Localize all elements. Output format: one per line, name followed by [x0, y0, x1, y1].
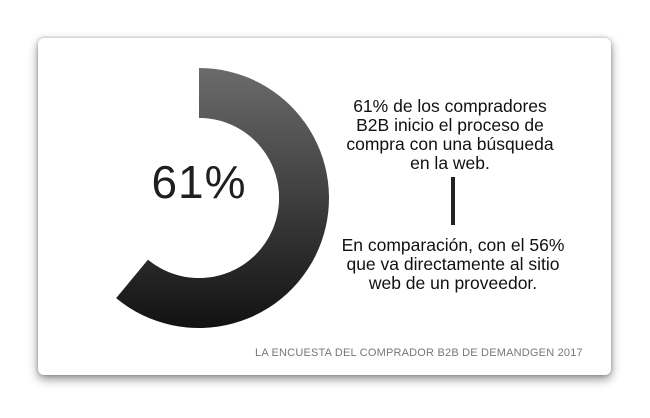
primary-line: compra con una búsqueda	[346, 134, 554, 154]
comparison-line: que va directamente al sitio	[346, 254, 560, 274]
primary-line: B2B inicio el proceso de	[356, 115, 544, 135]
primary-statement: 61% de los compradores B2B inicio el pro…	[330, 97, 570, 173]
donut-arc-61	[116, 68, 329, 328]
primary-line: en la web.	[410, 153, 490, 173]
vertical-divider	[451, 177, 455, 225]
source-footer: LA ENCUESTA DEL COMPRADOR B2B DE DEMANDG…	[255, 347, 583, 359]
center-percentage: 61%	[151, 156, 247, 208]
donut-hole	[119, 118, 279, 278]
comparison-line: web de un proveedor.	[368, 273, 538, 293]
comparison-statement: En comparación, con el 56% que va direct…	[328, 236, 578, 293]
comparison-line: En comparación, con el 56%	[341, 235, 565, 255]
primary-line: 61% de los compradores	[353, 96, 547, 116]
